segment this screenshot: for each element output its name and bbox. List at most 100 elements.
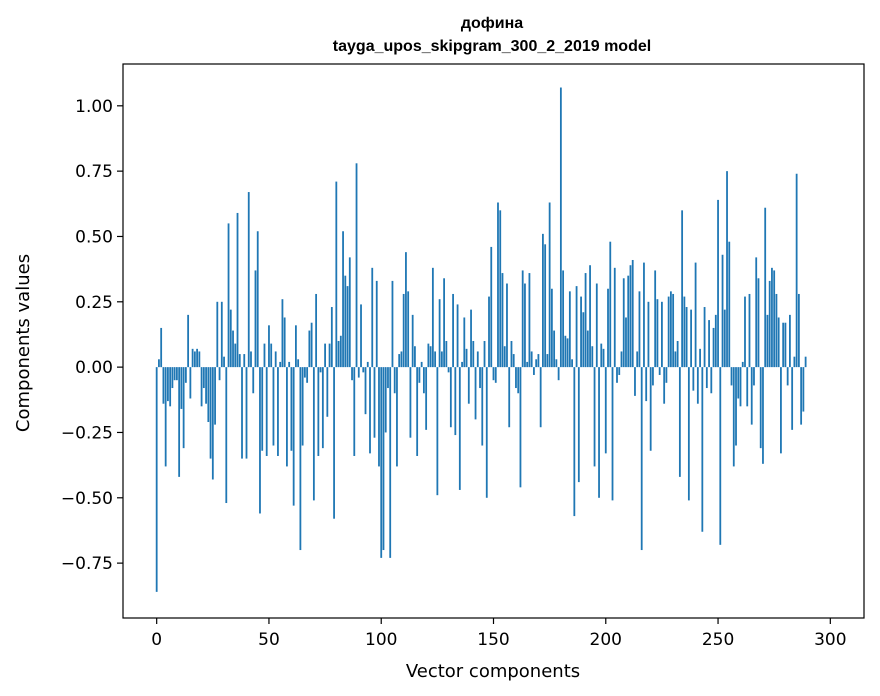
- bar-component-274: [771, 267, 773, 368]
- bar-component-250: [717, 199, 719, 368]
- bar-component-0: [155, 367, 158, 592]
- bar-component-134: [456, 304, 459, 368]
- bar-component-187: [575, 286, 578, 368]
- bar-component-5: [167, 367, 169, 402]
- bar-component-102: [384, 367, 387, 433]
- bar-component-63: [297, 359, 300, 368]
- bar-component-239: [692, 367, 695, 391]
- bar-component-262: [744, 296, 746, 368]
- bar-component-272: [766, 314, 769, 368]
- bar-component-159: [512, 354, 515, 368]
- bar-component-149: [490, 246, 493, 368]
- bar-component-43: [252, 367, 255, 394]
- bars-group: [155, 87, 807, 592]
- bar-component-82: [339, 335, 342, 368]
- bar-component-108: [398, 354, 401, 368]
- bar-component-282: [789, 314, 791, 368]
- bar-component-175: [548, 202, 551, 368]
- x-tick-label: 300: [814, 630, 846, 650]
- bar-component-110: [402, 293, 405, 368]
- bar-component-124: [434, 351, 437, 368]
- bar-component-256: [730, 367, 733, 386]
- bar-component-9: [175, 367, 178, 381]
- bar-component-160: [515, 367, 517, 389]
- y-axis-ticks: −0.75 −0.50 −0.25 0.00 0.25 0.50 0.75 1.00: [61, 97, 123, 574]
- chart-subtitle: tayga_upos_skipgram_300_2_2019 model: [333, 38, 651, 55]
- bar-component-72: [317, 367, 320, 456]
- bar-component-71: [315, 293, 318, 368]
- bar-component-230: [672, 293, 675, 368]
- bar-component-61: [292, 367, 295, 506]
- bar-component-7: [171, 367, 174, 389]
- bar-component-248: [712, 327, 715, 368]
- bar-component-41: [247, 192, 250, 368]
- bar-component-161: [517, 367, 520, 394]
- bar-component-2: [160, 327, 163, 368]
- bar-component-144: [479, 367, 481, 389]
- bar-component-18: [196, 348, 198, 368]
- bar-component-80: [335, 181, 338, 368]
- bar-component-131: [449, 367, 452, 428]
- bar-component-284: [793, 356, 796, 368]
- bar-component-23: [207, 367, 210, 423]
- bar-component-4: [164, 367, 167, 467]
- bar-component-26: [214, 367, 216, 425]
- bar-component-242: [699, 348, 701, 368]
- bar-component-260: [739, 367, 742, 407]
- bar-component-22: [205, 367, 207, 404]
- y-tick-label: −0.75: [61, 554, 113, 574]
- bar-component-123: [431, 267, 434, 368]
- bar-component-169: [535, 359, 538, 368]
- bar-component-171: [539, 367, 542, 428]
- bar-component-192: [586, 330, 589, 368]
- bar-component-207: [620, 351, 623, 368]
- bar-component-120: [425, 367, 428, 430]
- bar-component-233: [678, 367, 681, 477]
- bar-component-116: [416, 367, 419, 456]
- bar-component-111: [405, 252, 407, 368]
- bar-component-10: [178, 367, 181, 477]
- bar-component-83: [342, 231, 344, 368]
- bar-component-254: [726, 171, 728, 368]
- bar-component-113: [409, 367, 412, 438]
- bar-component-141: [472, 341, 475, 368]
- bar-component-214: [636, 351, 639, 368]
- bar-component-86: [348, 257, 351, 368]
- bar-component-235: [683, 296, 686, 368]
- bar-component-219: [647, 301, 650, 368]
- bar-component-226: [663, 367, 666, 404]
- bar-component-48: [263, 343, 266, 368]
- bar-component-268: [757, 278, 760, 368]
- bar-component-20: [200, 367, 203, 407]
- bar-component-46: [259, 367, 261, 514]
- bar-component-275: [773, 270, 776, 368]
- bar-component-195: [593, 367, 596, 467]
- bar-component-146: [483, 341, 486, 368]
- bar-component-220: [649, 367, 652, 451]
- bar-component-12: [182, 367, 185, 449]
- bar-component-265: [750, 367, 753, 425]
- bar-component-206: [618, 367, 621, 375]
- bar-component-103: [387, 367, 389, 389]
- bar-component-32: [227, 223, 230, 368]
- bar-component-37: [238, 354, 241, 368]
- bar-component-199: [602, 348, 605, 368]
- bar-component-145: [481, 367, 484, 446]
- bar-component-58: [286, 367, 288, 467]
- x-tick-label: 150: [477, 630, 509, 650]
- bar-component-173: [544, 244, 547, 368]
- bar-component-3: [162, 367, 165, 404]
- bar-component-212: [631, 259, 634, 368]
- bar-component-180: [559, 87, 562, 368]
- bar-component-77: [328, 343, 331, 368]
- bar-component-84: [344, 275, 347, 368]
- bar-component-112: [407, 291, 410, 368]
- bar-component-224: [658, 367, 661, 375]
- bar-component-208: [622, 278, 625, 368]
- bar-component-217: [643, 262, 645, 368]
- bar-component-100: [380, 367, 383, 558]
- x-tick-label: 0: [151, 630, 162, 650]
- bar-component-252: [721, 254, 724, 368]
- bar-component-51: [270, 343, 273, 368]
- bar-component-75: [324, 343, 326, 368]
